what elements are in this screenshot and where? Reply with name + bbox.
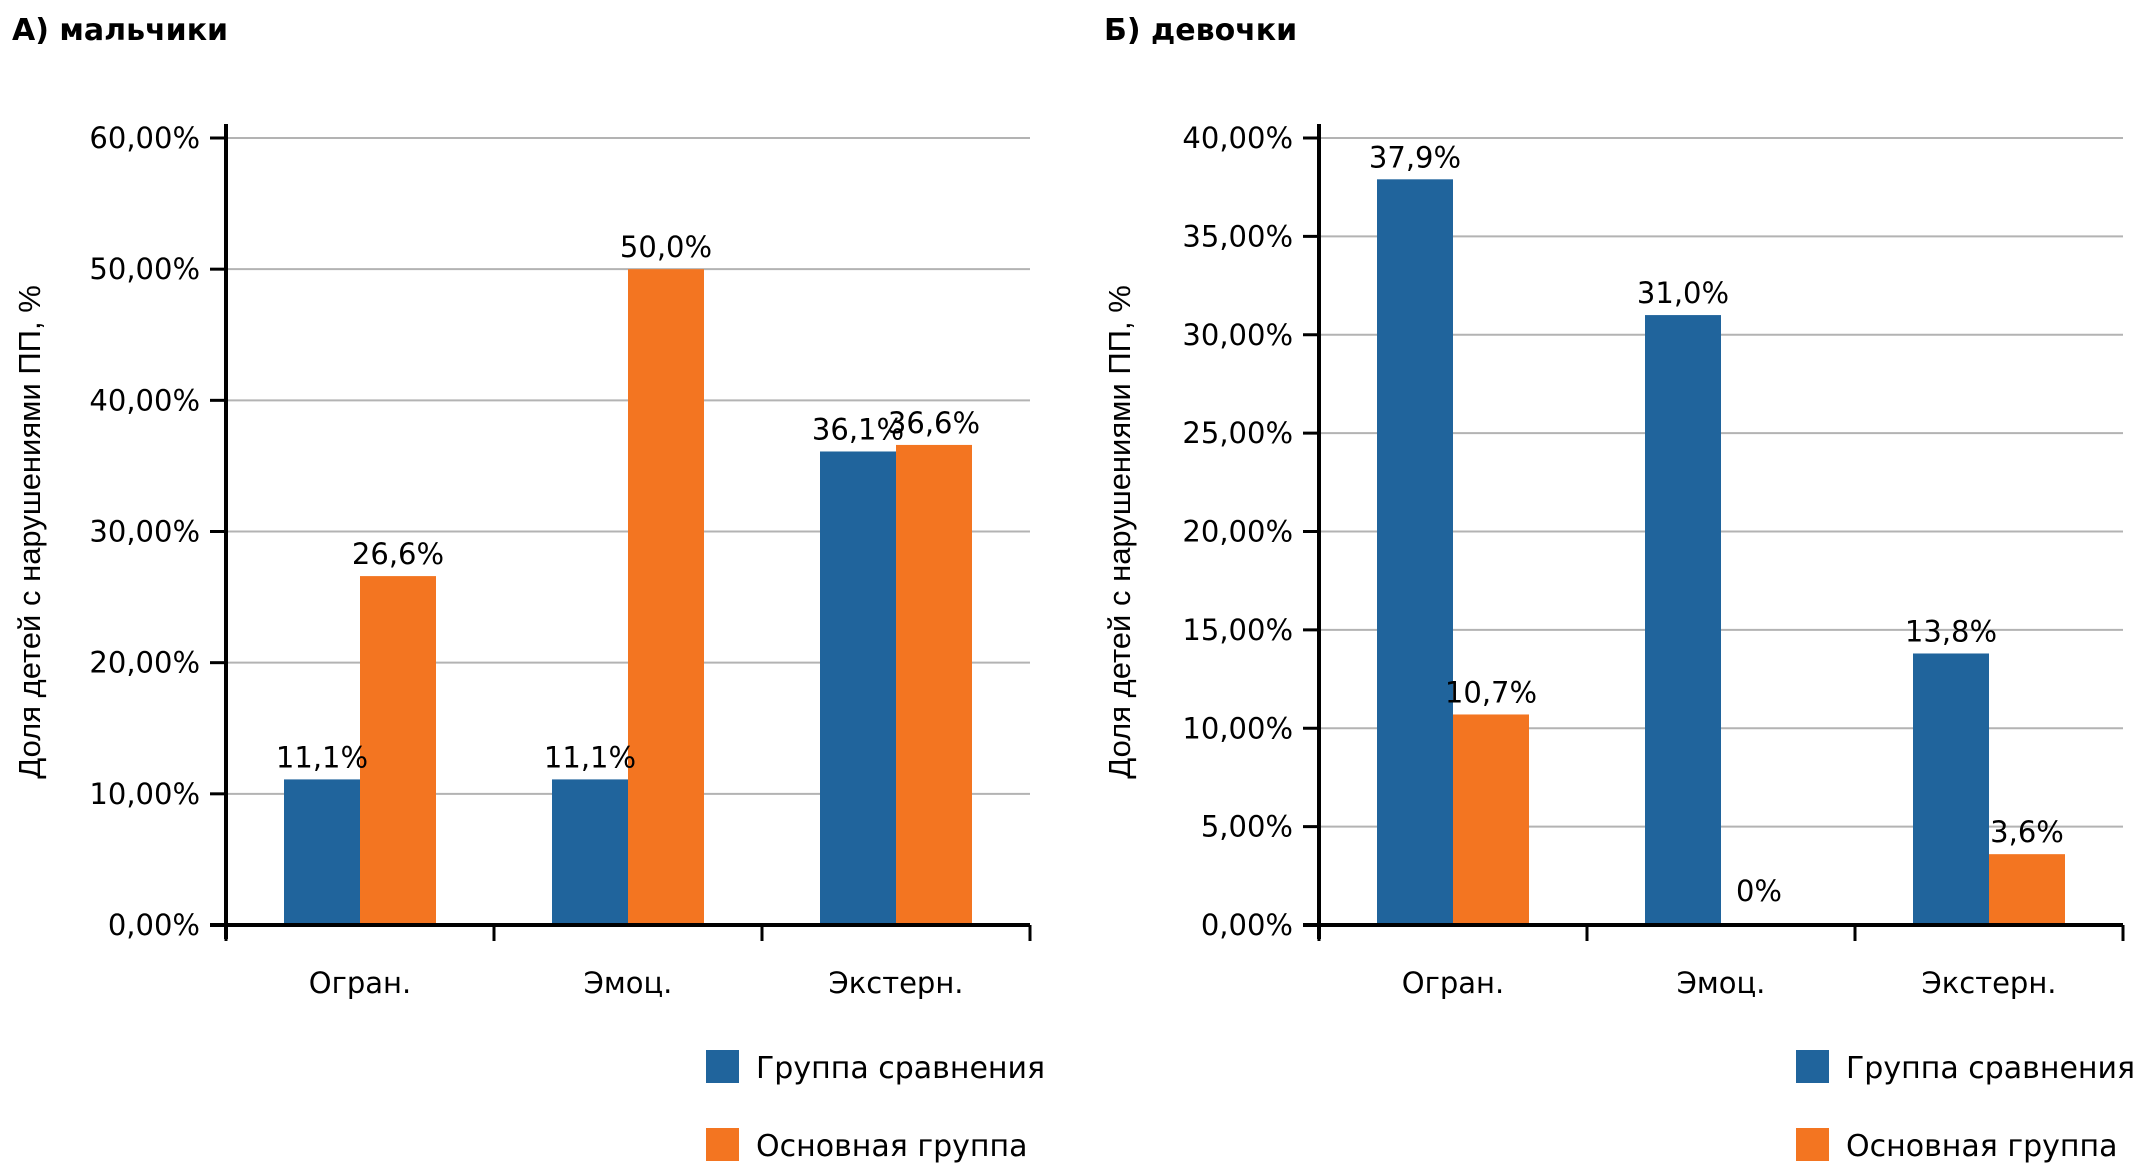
bar-comparison	[1913, 653, 1989, 925]
y-tick-label: 15,00%	[1182, 613, 1293, 647]
y-tick-label: 0,00%	[108, 908, 200, 942]
bars	[1377, 179, 2065, 925]
x-category-label: Экстерн.	[1921, 966, 2056, 1000]
legend: Группа сравнения Основная группа	[1796, 1050, 2135, 1164]
y-tick-label: 5,00%	[1201, 810, 1293, 844]
bar-main	[1989, 854, 2065, 925]
x-category-label: Эмоц.	[1677, 966, 1766, 1000]
y-tick-label: 10,00%	[89, 777, 200, 811]
axes	[210, 124, 1032, 941]
data-label: 36,6%	[888, 406, 980, 440]
y-tick-label: 20,00%	[1182, 515, 1293, 549]
axes	[1303, 124, 2125, 941]
bars	[284, 269, 972, 926]
y-tick-label: 30,00%	[89, 515, 200, 549]
legend-label-comparison: Группа сравнения	[756, 1051, 1045, 1086]
bar-comparison	[552, 779, 628, 925]
panel-girls: Б) девочки Доля детей с нарушениями ПП, …	[1102, 13, 2135, 1164]
data-label: 10,7%	[1445, 675, 1537, 709]
panel-boys: А) мальчики Доля детей с нарушениями ПП,…	[12, 13, 1045, 1164]
x-category-label: Экстерн.	[828, 966, 963, 1000]
bar-comparison	[820, 451, 896, 925]
labels: 0,00% 10,00% 20,00% 30,00% 40,00% 50,00% 60,00…	[89, 121, 980, 1000]
data-label: 11,1%	[276, 740, 368, 774]
y-tick-label: 40,00%	[1182, 121, 1293, 155]
bar-main	[628, 269, 704, 926]
legend: Группа сравнения Основная группа	[706, 1050, 1045, 1164]
bar-comparison	[284, 779, 360, 925]
y-tick-label: 20,00%	[89, 646, 200, 680]
x-category-label: Огран.	[309, 966, 411, 1000]
y-axis-title: Доля детей с нарушениями ПП, %	[12, 285, 47, 779]
y-tick-label: 30,00%	[1182, 318, 1293, 352]
bar-main	[1453, 714, 1529, 925]
y-tick-label: 50,00%	[89, 252, 200, 286]
y-tick-label: 40,00%	[89, 383, 200, 417]
y-tick-label: 25,00%	[1182, 416, 1293, 450]
legend-swatch-comparison	[1796, 1050, 1829, 1083]
y-axis-title: Доля детей с нарушениями ПП, %	[1102, 285, 1137, 779]
x-category-label: Огран.	[1402, 966, 1504, 1000]
data-label: 50,0%	[620, 230, 712, 264]
labels: 0,00% 5,00% 10,00% 15,00% 20,00% 25,00% 30,00%…	[1182, 121, 2063, 1000]
legend-label-main: Основная группа	[756, 1129, 1028, 1164]
bar-comparison	[1645, 315, 1721, 925]
legend-swatch-main	[1796, 1128, 1829, 1161]
data-label: 31,0%	[1637, 276, 1729, 310]
bar-comparison	[1377, 179, 1453, 925]
legend-swatch-comparison	[706, 1050, 739, 1083]
data-label: 0%	[1736, 874, 1782, 908]
legend-label-main: Основная группа	[1846, 1129, 2118, 1164]
panel-title: Б) девочки	[1104, 13, 1297, 48]
y-tick-label: 0,00%	[1201, 908, 1293, 942]
panel-title: А) мальчики	[12, 13, 228, 48]
y-tick-label: 60,00%	[89, 121, 200, 155]
data-label: 26,6%	[352, 537, 444, 571]
bar-main	[360, 576, 436, 925]
bar-main	[896, 444, 972, 925]
y-tick-label: 10,00%	[1182, 711, 1293, 745]
y-tick-label: 35,00%	[1182, 219, 1293, 253]
data-label: 11,1%	[544, 740, 636, 774]
x-category-label: Эмоц.	[584, 966, 673, 1000]
data-label: 37,9%	[1369, 140, 1461, 174]
data-label: 3,6%	[1990, 815, 2064, 849]
data-label: 13,8%	[1905, 614, 1997, 648]
legend-swatch-main	[706, 1128, 739, 1161]
legend-label-comparison: Группа сравнения	[1846, 1051, 2135, 1086]
data-label: 36,1%	[812, 412, 904, 446]
